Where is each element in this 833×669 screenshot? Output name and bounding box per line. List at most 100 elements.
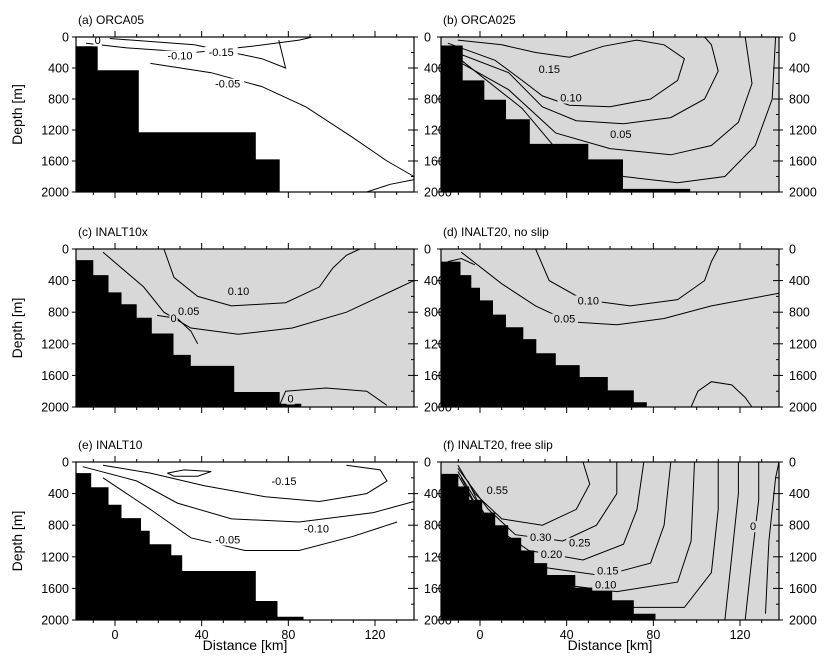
contour-label-bg <box>538 548 565 560</box>
contour-label: -0.10 <box>167 51 192 63</box>
panel-d: 0.100.05 (d) INALT20, no slip 0 400 800 1200 1… <box>437 225 817 415</box>
contour-label-bg <box>93 35 102 47</box>
contour-line <box>167 469 212 477</box>
x-tick-label: 40 <box>560 628 574 642</box>
y-tick-label-right: 1600 <box>789 582 817 596</box>
contour-label: 0 <box>95 35 101 47</box>
contour-label-bg <box>566 537 594 549</box>
contour-label: 0.05 <box>610 129 631 141</box>
contour-label: 0.15 <box>597 565 618 577</box>
contour-label-bg <box>204 46 238 58</box>
contour-label-bg <box>169 312 178 324</box>
y-tick-label-right: 0 <box>789 31 796 45</box>
contour-label: 0 <box>170 313 176 325</box>
topography <box>76 473 304 620</box>
y-tick-label-right: 800 <box>789 93 810 107</box>
contour-line <box>82 466 415 523</box>
contour-label: 0.30 <box>530 532 551 544</box>
contour-label: 0.10 <box>228 286 249 298</box>
x-axis-label: Distance [km] <box>203 637 288 653</box>
panel-title: (d) INALT20, no slip <box>443 225 549 239</box>
contour-line <box>102 251 415 335</box>
contour-label-bg <box>175 305 203 317</box>
y-tick-label-right: 2000 <box>789 186 817 200</box>
contour-line <box>765 461 780 614</box>
x-tick-label: 40 <box>195 628 209 642</box>
y-tick-label-right: 400 <box>424 62 445 76</box>
y-tick-label: 1600 <box>41 369 69 383</box>
y-tick-label: 400 <box>48 274 69 288</box>
contour-label: 0.25 <box>569 538 590 550</box>
y-axis-label: Depth [m] <box>9 84 25 145</box>
y-tick-label-right: 0 <box>789 456 796 470</box>
y-tick-label-right: 2000 <box>789 614 817 628</box>
y-tick-label-right: 1600 <box>789 155 817 169</box>
panel-f: 0.55 0.30 0.25 0.20 0.15 0.10 0 (f) INALT20, fr… <box>437 438 817 653</box>
contour-label-bg <box>574 295 602 307</box>
panel-a: 0 -0.10 -0.15 -0.05 (a) ORCA05 0 0 400 400 800 800… <box>9 13 452 200</box>
y-tick-label: 800 <box>48 93 69 107</box>
panel-title: (c) INALT10x <box>78 225 148 239</box>
contour-label-bg <box>300 523 333 535</box>
panel-b: 0.15 0.10 0.05 (b) ORCA025 0 400 800 1200 1600 20… <box>437 13 817 200</box>
contour-label-bg <box>211 534 245 546</box>
contour-line <box>366 179 415 193</box>
contour-label: 0.10 <box>595 580 616 592</box>
y-tick-label-right: 2000 <box>789 401 817 415</box>
topography <box>76 46 280 192</box>
contour-label: 0.10 <box>560 93 581 105</box>
contour-label-bg <box>748 521 758 533</box>
contour-label: -0.15 <box>209 47 234 59</box>
contour-label: 0.05 <box>554 314 575 326</box>
contour-line <box>102 477 398 551</box>
panel-title: (a) ORCA05 <box>78 13 144 27</box>
y-tick-label-right: 0 <box>424 31 431 45</box>
contour-label-bg <box>267 476 301 488</box>
contour-label: 0.55 <box>487 485 508 497</box>
y-axis-label: Depth [m] <box>9 298 25 359</box>
y-tick-label: 800 <box>48 519 69 533</box>
contour-label-bg <box>163 50 197 62</box>
y-tick-label-right: 1600 <box>789 369 817 383</box>
y-tick-label-right: 800 <box>424 306 445 320</box>
contour-label-bg <box>607 128 635 140</box>
y-tick-label-right: 800 <box>424 93 445 107</box>
topography <box>441 45 691 192</box>
y-tick-label: 1600 <box>41 155 69 169</box>
contour-line <box>163 248 361 307</box>
contour-label-bg <box>527 532 555 544</box>
contour-label-bg <box>592 579 620 591</box>
contour-label-bg <box>286 393 295 405</box>
contour-line <box>157 314 199 345</box>
contour-label: 0.20 <box>541 549 562 561</box>
contour-label: 0.10 <box>578 296 599 308</box>
contour-label: -0.05 <box>215 535 240 547</box>
y-tick-label-right: 400 <box>789 62 810 76</box>
y-tick-label-right: 0 <box>789 243 796 257</box>
panel-title: (f) INALT20, free slip <box>443 438 553 452</box>
y-tick-label-right: 1200 <box>789 124 817 138</box>
contour-label: 0 <box>750 521 756 533</box>
y-axis-label: Depth [m] <box>9 511 25 572</box>
x-tick-label: 120 <box>730 628 751 642</box>
contour-line <box>724 462 739 621</box>
contour-label: -0.10 <box>304 524 329 536</box>
y-tick-label: 1600 <box>41 582 69 596</box>
contour-label-bg <box>594 565 622 577</box>
contour-label-bg <box>535 63 563 75</box>
contour-label: 0.15 <box>539 64 560 76</box>
y-tick-label: 1200 <box>41 337 69 351</box>
contour-line <box>447 257 476 266</box>
x-tick-label: 120 <box>365 628 386 642</box>
contour-line <box>460 251 780 326</box>
contour-line <box>109 38 287 69</box>
y-tick-label-right: 400 <box>424 274 445 288</box>
y-tick-label: 2000 <box>41 401 69 415</box>
topography <box>441 473 656 620</box>
y-tick-label-right: 400 <box>789 487 810 501</box>
contour-line <box>447 36 719 125</box>
contour-label: 0 <box>287 393 293 405</box>
y-tick-label-right: 1200 <box>789 550 817 564</box>
